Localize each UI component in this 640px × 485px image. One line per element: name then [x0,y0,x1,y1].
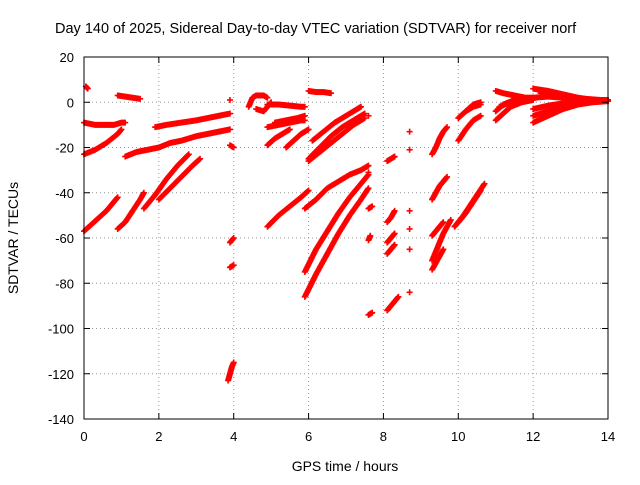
y-tick-label: -80 [55,276,74,291]
data-arc [305,87,335,97]
x-tick-label: 12 [526,429,540,444]
data-arc [384,153,398,165]
y-tick-label: 0 [67,95,74,110]
data-arc [384,241,398,257]
data-arc [406,225,413,232]
data-arc [455,112,484,144]
data-arc [226,142,237,151]
data-arc [301,171,372,275]
data-arc [462,99,484,115]
data-arc [406,146,413,153]
data-arc [264,126,293,149]
data-arc [429,216,454,264]
data-arc [496,95,537,110]
x-tick-label: 0 [80,429,87,444]
axis-ticks: 0 2 4 6 8 10 12 14 -140 -120 -100 -80 -60 -40 -20 0 20 [48,50,615,444]
data-arc [305,115,368,165]
data-arc [226,262,237,271]
data-arc [406,246,413,253]
chart-title: Day 140 of 2025, Sidereal Day-to-day VTE… [55,21,577,37]
data-arc [365,203,376,212]
data-arc [384,207,398,226]
data-arc [537,90,604,103]
data-arc [406,289,413,296]
y-tick-label: -100 [48,322,74,337]
x-tick-label: 14 [601,429,615,444]
data-arc [429,246,447,273]
data-arc [264,101,308,110]
data-arc [365,309,376,318]
data-arc [114,189,147,232]
data-arc [429,173,451,203]
x-axis-title: GPS time / hours [292,458,399,474]
data-arc [429,219,447,239]
y-tick-label: 20 [60,50,74,65]
y-axis-title: SDTVAR / TECUs [5,182,21,294]
data-arc [264,187,312,230]
data-points [81,83,611,384]
data-arc [406,207,413,214]
data-arc [152,110,233,131]
x-tick-label: 8 [380,429,387,444]
y-tick-label: -140 [48,412,74,427]
data-arc [271,112,308,126]
data-arc [384,293,402,314]
data-arc [429,124,451,158]
data-arc [365,169,372,176]
data-arc [245,92,271,110]
x-tick-label: 10 [451,429,465,444]
data-arc [365,112,372,119]
data-arc [122,126,233,160]
x-tick-label: 2 [155,429,162,444]
x-tick-label: 6 [305,429,312,444]
y-tick-label: -40 [55,186,74,201]
data-arc [406,128,413,135]
data-arc [384,230,398,246]
y-tick-label: -20 [55,141,74,156]
data-arc [365,232,374,244]
data-arc [81,126,125,158]
data-arc [140,151,192,212]
data-arc [301,185,372,300]
data-arc [455,187,484,226]
x-tick-label: 4 [230,429,237,444]
data-arc [283,126,312,151]
data-arc [225,359,237,384]
data-arc [226,96,233,103]
data-arc [81,119,129,128]
data-arc [155,155,204,203]
data-arc [309,103,364,144]
data-arc [301,162,372,212]
data-arc [226,235,237,246]
y-tick-label: -60 [55,231,74,246]
y-tick-label: -120 [48,367,74,382]
data-arc [305,110,368,162]
data-arc [114,92,144,102]
